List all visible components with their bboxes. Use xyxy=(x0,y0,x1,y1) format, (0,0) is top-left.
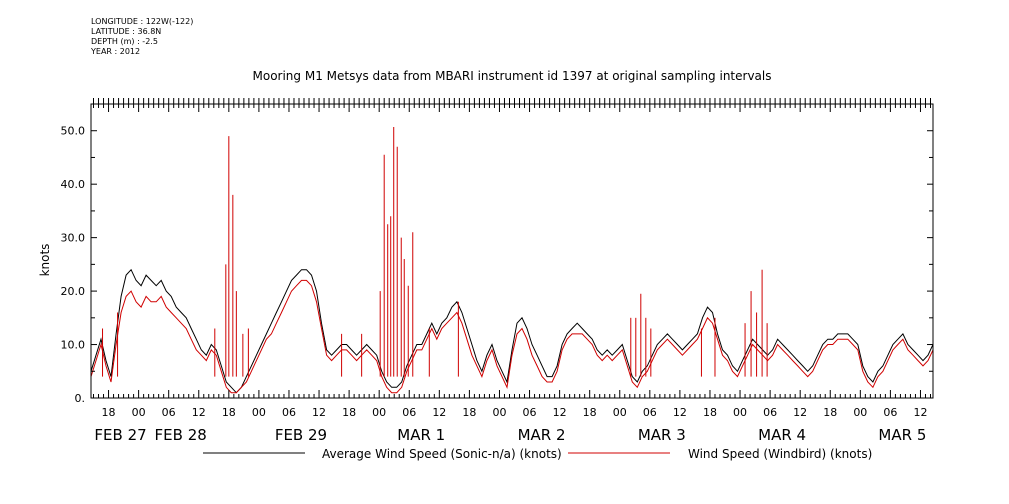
legend-label-average: Average Wind Speed (Sonic-n/a) (knots) xyxy=(322,447,562,461)
x-hour-label: 18 xyxy=(462,406,476,419)
x-hour-label: 12 xyxy=(913,406,927,419)
x-hour-label: 00 xyxy=(252,406,266,419)
y-tick-label: 50.0 xyxy=(61,125,86,138)
plot-frame xyxy=(90,103,934,399)
x-hour-label: 12 xyxy=(312,406,326,419)
x-hour-label: 00 xyxy=(733,406,747,419)
x-day-label: FEB 28 xyxy=(155,426,207,444)
x-hour-label: 06 xyxy=(763,406,777,419)
x-day-label: MAR 4 xyxy=(758,426,806,444)
y-tick-label: 10.0 xyxy=(61,339,86,352)
x-hour-label: 12 xyxy=(793,406,807,419)
x-hour-label: 00 xyxy=(853,406,867,419)
series-line-1 xyxy=(90,279,934,394)
x-hour-label: 06 xyxy=(162,406,176,419)
x-hour-label: 18 xyxy=(823,406,837,419)
x-day-label: FEB 29 xyxy=(275,426,327,444)
x-hour-label: 00 xyxy=(132,406,146,419)
x-hour-label: 06 xyxy=(643,406,657,419)
x-hour-label: 00 xyxy=(613,406,627,419)
metadata-latitude: LATITUDE : 36.8N xyxy=(91,27,162,36)
y-axis-label: knots xyxy=(38,244,52,277)
x-hour-label: 00 xyxy=(372,406,386,419)
x-hour-label: 00 xyxy=(492,406,506,419)
x-hour-label: 12 xyxy=(673,406,687,419)
x-hour-label: 18 xyxy=(703,406,717,419)
y-tick-label: 0. xyxy=(75,392,86,405)
y-tick-label: 20.0 xyxy=(61,285,86,298)
x-hour-label: 06 xyxy=(523,406,537,419)
metadata-longitude: LONGITUDE : 122W(-122) xyxy=(91,17,194,26)
metadata-block: LONGITUDE : 122W(-122) LATITUDE : 36.8N … xyxy=(91,17,193,57)
chart-title: Mooring M1 Metsys data from MBARI instru… xyxy=(253,69,772,83)
x-day-label: FEB 27 xyxy=(94,426,146,444)
x-hour-label: 18 xyxy=(222,406,236,419)
x-hour-label: 18 xyxy=(583,406,597,419)
x-hour-label: 06 xyxy=(402,406,416,419)
x-day-label: MAR 5 xyxy=(878,426,926,444)
y-tick-label: 30.0 xyxy=(61,232,86,245)
x-hour-label: 12 xyxy=(192,406,206,419)
metadata-year: YEAR : 2012 xyxy=(91,47,141,56)
x-hour-label: 18 xyxy=(102,406,116,419)
x-hour-label: 12 xyxy=(432,406,446,419)
x-hour-label: 06 xyxy=(282,406,296,419)
x-hour-label: 18 xyxy=(342,406,356,419)
x-hour-label: 12 xyxy=(553,406,567,419)
y-tick-label: 40.0 xyxy=(61,178,86,191)
metadata-depth: DEPTH (m) : -2.5 xyxy=(91,37,158,46)
legend-label-windbird: Wind Speed (Windbird) (knots) xyxy=(688,447,872,461)
legend: Average Wind Speed (Sonic-n/a) (knots) W… xyxy=(203,447,872,461)
x-day-label: MAR 3 xyxy=(638,426,686,444)
x-day-label: MAR 2 xyxy=(518,426,566,444)
x-day-label: MAR 1 xyxy=(397,426,445,444)
x-hour-label: 06 xyxy=(883,406,897,419)
series-line-0 xyxy=(90,268,934,394)
